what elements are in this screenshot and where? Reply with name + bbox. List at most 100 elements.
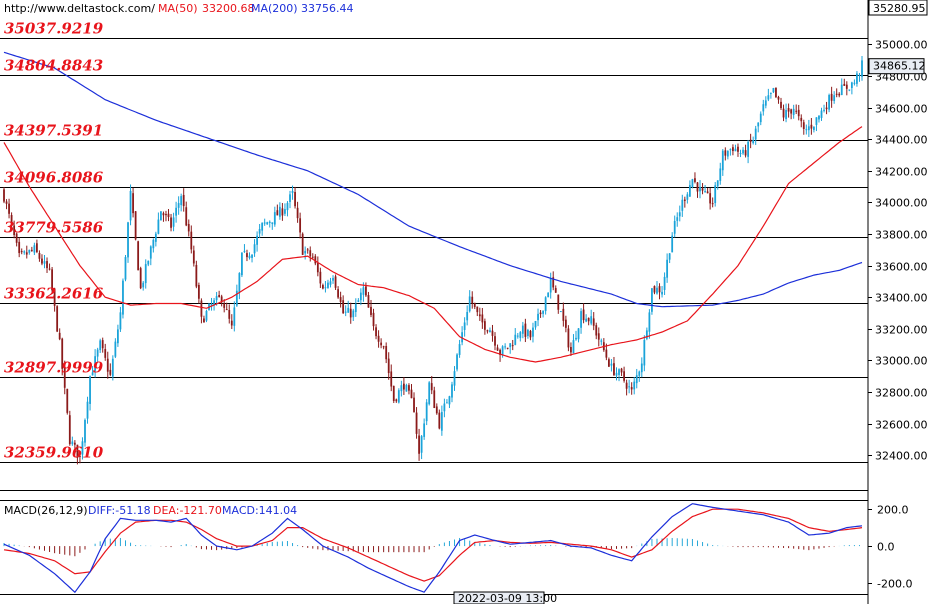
candle-body (668, 253, 671, 260)
candle-body (506, 347, 509, 349)
candle-body (767, 95, 770, 100)
candle-body (190, 231, 193, 250)
price-tick-label: 32400.00 (875, 450, 928, 463)
candle-body (739, 153, 742, 155)
candle-body (815, 117, 818, 125)
candle-body (395, 399, 398, 402)
candle-body (347, 307, 350, 313)
candle-body (380, 342, 383, 346)
candle-body (33, 245, 36, 253)
candle-body (848, 89, 851, 91)
candle-body (557, 294, 560, 310)
candle-body (28, 249, 31, 253)
candle-body (428, 382, 431, 405)
candle-body (258, 229, 261, 234)
candle-body (79, 455, 81, 457)
candle-body (119, 312, 122, 330)
candle-body (385, 346, 388, 360)
price-tick-label: 33800.00 (875, 229, 928, 242)
candle-body (111, 358, 114, 377)
candle-body (676, 217, 679, 221)
candle-body (124, 257, 127, 280)
candle-body (810, 124, 813, 129)
candle-body (15, 233, 18, 243)
candle-body (471, 296, 474, 304)
candle-body (144, 264, 147, 284)
candle-body (775, 87, 777, 98)
candle-body (122, 280, 124, 315)
candle-body (324, 287, 327, 289)
candle-body (203, 318, 205, 323)
candle-body (529, 330, 532, 338)
candle-body (734, 148, 737, 152)
candle-body (289, 194, 291, 203)
candle-body (170, 217, 172, 228)
candle-body (84, 419, 86, 443)
candle-body (709, 193, 712, 204)
candle-body (81, 441, 84, 455)
macd-tick-label: 200.0 (877, 504, 909, 517)
ma200-value: 33756.44 (301, 2, 354, 15)
candle-body (645, 330, 648, 339)
level-label-7: 32359.9610 (4, 444, 104, 462)
candle-body (390, 371, 393, 387)
candle-body (286, 202, 289, 211)
candle-body (137, 241, 140, 271)
candle-body (527, 329, 529, 336)
candle-body (99, 340, 102, 351)
candle-body (782, 108, 785, 118)
macd-value: MACD:141.04 (222, 504, 297, 517)
candle-body (701, 188, 704, 191)
candle-body (291, 190, 294, 193)
candle-body (327, 282, 329, 288)
candle-body (582, 309, 585, 321)
candle-body (509, 343, 512, 348)
candle-body (625, 382, 628, 389)
candle-body (696, 182, 699, 192)
candle-body (271, 222, 274, 224)
candle-body (352, 310, 355, 318)
candle-body (25, 252, 28, 255)
candle-body (719, 168, 722, 181)
level-label-2: 34397.5391 (4, 122, 103, 140)
candle-body (114, 341, 117, 357)
candle-body (628, 386, 631, 388)
candle-body (699, 186, 701, 192)
candle-body (658, 286, 661, 293)
candle-body (853, 82, 856, 84)
candle-body (284, 209, 286, 214)
candle-body (524, 323, 527, 337)
candle-body (243, 250, 246, 252)
candle-body (544, 297, 547, 312)
candle-body (154, 233, 157, 242)
candle-body (127, 222, 129, 258)
candle-body (724, 150, 727, 156)
candle-body (818, 115, 820, 120)
candle-body (757, 122, 760, 127)
top-value-box (868, 0, 928, 16)
candle-body (590, 316, 593, 324)
candle-body (570, 346, 572, 353)
candle-body (858, 74, 861, 76)
candle-body (230, 320, 233, 326)
candle-body (304, 250, 307, 254)
candle-body (195, 264, 198, 287)
candle-body (463, 322, 466, 330)
candle-body (856, 73, 858, 84)
candle-body (228, 310, 231, 319)
candle-body (319, 271, 322, 284)
candle-body (160, 211, 162, 221)
candle-body (845, 84, 848, 89)
candle-body (742, 149, 744, 154)
candle-body (268, 221, 271, 223)
candle-body (521, 325, 524, 334)
candle-body (205, 310, 208, 321)
candle-body (175, 207, 178, 216)
candle-body (109, 369, 112, 375)
macd-histogram (3, 537, 860, 557)
candle-body (187, 223, 190, 232)
candle-body (643, 339, 646, 366)
candle-body (400, 385, 403, 392)
candle-body (494, 336, 496, 346)
candle-body (610, 363, 613, 366)
